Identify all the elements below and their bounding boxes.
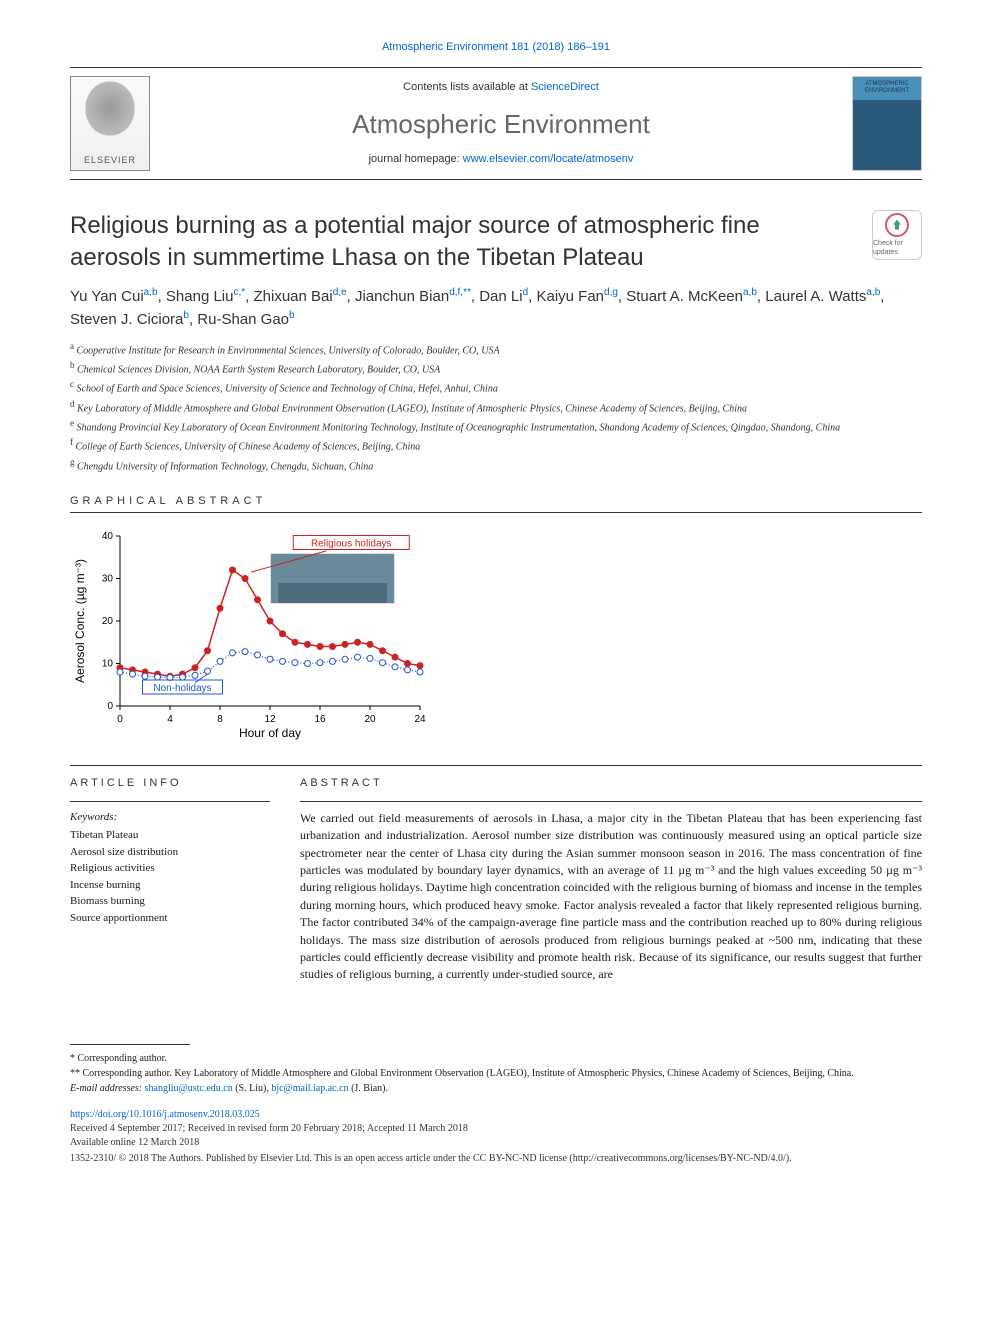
svg-text:Religious holidays: Religious holidays	[311, 539, 392, 550]
keyword-item: Incense burning	[70, 877, 270, 894]
svg-text:20: 20	[102, 616, 114, 627]
affiliation-item: g Chengdu University of Information Tech…	[70, 456, 922, 474]
email-name-1: (S. Liu),	[235, 1083, 269, 1094]
updates-badge-text: Check for updates	[873, 239, 921, 259]
abstract-heading: ABSTRACT	[300, 776, 922, 794]
check-updates-icon	[885, 213, 909, 237]
article-info-col: ARTICLE INFO Keywords: Tibetan PlateauAe…	[70, 776, 270, 983]
svg-text:10: 10	[102, 659, 114, 670]
homepage-link[interactable]: www.elsevier.com/locate/atmosenv	[463, 153, 634, 165]
graphical-abstract-chart: 0 10 20 30 40 0 4 8 12 16 20 24 Aerosol Conc. (µg m⁻…	[70, 521, 430, 741]
svg-text:Aerosol Conc. (µg m⁻³): Aerosol Conc. (µg m⁻³)	[73, 559, 87, 683]
banner-center: Contents lists available at ScienceDirec…	[150, 80, 852, 167]
corr-author-1: * Corresponding author.	[70, 1051, 922, 1066]
keyword-item: Tibetan Plateau	[70, 827, 270, 844]
keyword-item: Source apportionment	[70, 910, 270, 927]
article-title: Religious burning as a potential major s…	[70, 210, 852, 272]
article-info-heading: ARTICLE INFO	[70, 776, 270, 794]
keyword-item: Biomass burning	[70, 893, 270, 910]
affiliation-item: d Key Laboratory of Middle Atmosphere an…	[70, 398, 922, 416]
graphical-abstract-heading: GRAPHICAL ABSTRACT	[70, 494, 922, 513]
abstract-divider	[300, 801, 922, 802]
journal-banner: ELSEVIER Contents lists available at Sci…	[70, 67, 922, 180]
svg-text:8: 8	[217, 714, 223, 725]
svg-text:16: 16	[314, 714, 326, 725]
info-abstract-row: ARTICLE INFO Keywords: Tibetan PlateauAe…	[70, 776, 922, 983]
received-dates: Received 4 September 2017; Received in r…	[70, 1122, 922, 1136]
email-link-1[interactable]: shangliu@ustc.edu.cn	[145, 1083, 233, 1094]
info-divider	[70, 801, 270, 802]
email-name-2: (J. Bian).	[351, 1083, 388, 1094]
email-label: E-mail addresses:	[70, 1083, 142, 1094]
svg-text:Hour of day: Hour of day	[239, 726, 301, 740]
keyword-item: Religious activities	[70, 860, 270, 877]
affiliation-item: a Cooperative Institute for Research in …	[70, 340, 922, 358]
footnote-divider	[70, 1044, 190, 1045]
homepage-label: journal homepage:	[369, 153, 460, 165]
keyword-item: Aerosol size distribution	[70, 844, 270, 861]
svg-text:40: 40	[102, 531, 114, 542]
updates-badge[interactable]: Check for updates	[872, 210, 922, 260]
sciencedirect-link[interactable]: ScienceDirect	[531, 81, 599, 93]
svg-text:20: 20	[364, 714, 376, 725]
authors: Yu Yan Cuia,b, Shang Liuc,*, Zhixuan Bai…	[70, 285, 922, 332]
svg-text:0: 0	[117, 714, 123, 725]
email-line: E-mail addresses: shangliu@ustc.edu.cn (…	[70, 1081, 922, 1096]
email-link-2[interactable]: bjc@mail.iap.ac.cn	[271, 1083, 348, 1094]
footnotes: * Corresponding author. ** Corresponding…	[70, 1051, 922, 1096]
affiliation-item: e Shandong Provincial Key Laboratory of …	[70, 417, 922, 435]
affiliation-item: f College of Earth Sciences, University …	[70, 436, 922, 454]
header-citation: Atmospheric Environment 181 (2018) 186–1…	[70, 40, 922, 55]
title-row: Religious burning as a potential major s…	[70, 210, 922, 272]
available-date: Available online 12 March 2018	[70, 1136, 922, 1150]
copyright: 1352-2310/ © 2018 The Authors. Published…	[70, 1152, 922, 1166]
chart-svg: 0 10 20 30 40 0 4 8 12 16 20 24 Aerosol Conc. (µg m⁻…	[70, 521, 430, 741]
corr-author-2: ** Corresponding author. Key Laboratory …	[70, 1066, 922, 1081]
svg-text:30: 30	[102, 574, 114, 585]
elsevier-tree-icon	[85, 81, 135, 136]
contents-line: Contents lists available at ScienceDirec…	[150, 80, 852, 95]
journal-cover-text: ATMOSPHERIC ENVIRONMENT	[853, 81, 921, 94]
svg-text:4: 4	[167, 714, 173, 725]
svg-text:12: 12	[264, 714, 276, 725]
abstract-text: We carried out field measurements of aer…	[300, 810, 922, 984]
publisher-logo: ELSEVIER	[70, 76, 150, 171]
section-divider	[70, 765, 922, 766]
footer-block: https://doi.org/10.1016/j.atmosenv.2018.…	[70, 1108, 922, 1166]
publisher-name: ELSEVIER	[84, 154, 136, 167]
svg-text:0: 0	[107, 701, 113, 712]
keywords-label: Keywords:	[70, 810, 270, 825]
svg-text:24: 24	[414, 714, 426, 725]
doi-link[interactable]: https://doi.org/10.1016/j.atmosenv.2018.…	[70, 1109, 260, 1120]
abstract-col: ABSTRACT We carried out field measuremen…	[300, 776, 922, 983]
homepage-line: journal homepage: www.elsevier.com/locat…	[150, 152, 852, 167]
journal-cover: ATMOSPHERIC ENVIRONMENT	[852, 76, 922, 171]
contents-label: Contents lists available at	[403, 81, 528, 93]
affiliation-item: c School of Earth and Space Sciences, Un…	[70, 378, 922, 396]
svg-text:Non-holidays: Non-holidays	[153, 683, 211, 694]
affiliation-item: b Chemical Sciences Division, NOAA Earth…	[70, 359, 922, 377]
journal-name: Atmospheric Environment	[150, 106, 852, 142]
graphical-abstract-section: GRAPHICAL ABSTRACT 0 10 20 30 40 0 4 8 12 16 20 24 A…	[70, 494, 922, 741]
affiliations: a Cooperative Institute for Research in …	[70, 340, 922, 474]
keywords-list: Tibetan PlateauAerosol size distribution…	[70, 827, 270, 926]
